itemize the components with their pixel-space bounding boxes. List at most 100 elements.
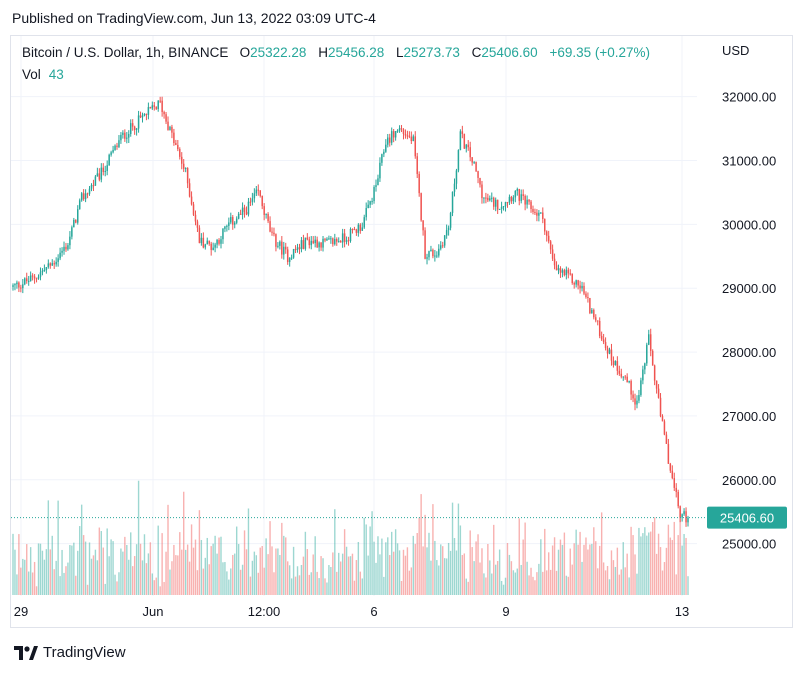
volume-bar (277, 548, 279, 595)
candle-body (663, 421, 666, 435)
volume-bar (636, 573, 638, 595)
candle-body (422, 220, 424, 231)
candle-body (306, 237, 309, 240)
candle-body (145, 113, 148, 115)
candle-body (518, 189, 520, 201)
volume-bar (322, 558, 324, 595)
volume-bar (77, 550, 79, 595)
volume-bar (288, 565, 291, 595)
volume-bar (171, 561, 173, 595)
time-axis: 29 Jun 12:00 6 9 13 (14, 604, 689, 619)
volume-bar (610, 550, 613, 595)
candle-body (65, 246, 67, 250)
candle-body (27, 281, 30, 283)
candle-body (646, 344, 648, 364)
candle-body (80, 193, 83, 201)
candle-body (577, 280, 579, 286)
candle-body (206, 240, 209, 245)
volume-bar (343, 529, 346, 595)
candle-body (673, 478, 676, 488)
candle-body (426, 257, 428, 259)
candle-body (432, 249, 434, 257)
volume-bar (389, 555, 391, 595)
candle-body (182, 163, 185, 169)
candle-body (438, 248, 440, 256)
volume-bar (671, 540, 674, 595)
volume-bar (194, 539, 197, 595)
candle-body (369, 201, 371, 205)
candle-body (667, 443, 670, 464)
volume-bar (71, 545, 73, 595)
volume-bar (283, 535, 285, 595)
candle-body (202, 237, 205, 248)
volume-bar (304, 531, 307, 595)
volume-bar (418, 517, 420, 595)
candle-body (542, 212, 544, 219)
volume-bar (408, 570, 411, 595)
candle-body (290, 257, 293, 259)
candle-body (567, 269, 570, 274)
candle-body (126, 137, 128, 139)
price-tick-label: 32000.00 (722, 90, 776, 105)
volume-bar (369, 526, 371, 595)
volume-bar (522, 539, 524, 595)
candle-body (436, 255, 438, 257)
volume-bar (253, 551, 256, 595)
volume-bar (269, 521, 271, 595)
candle-body (538, 212, 540, 216)
candle-body (491, 197, 493, 199)
volume-bar (196, 570, 199, 595)
candle-body (71, 227, 73, 237)
candle-body (477, 171, 479, 178)
volume-bar (498, 549, 501, 595)
volume-bar (481, 548, 483, 595)
candle-body (514, 190, 517, 198)
volume-bar (528, 575, 530, 595)
volume-bar (383, 576, 385, 595)
candle-body (408, 135, 411, 137)
volume-bar (363, 517, 365, 595)
candle-body (528, 199, 530, 202)
volume-bar (426, 547, 428, 595)
volume-bar (69, 545, 71, 595)
volume-bar (82, 535, 85, 595)
candle-body (300, 240, 303, 250)
candle-body (544, 218, 546, 232)
candle-body (288, 257, 291, 263)
candle-body (457, 150, 460, 171)
candle-body (118, 140, 120, 147)
candle-body (318, 242, 320, 248)
volume-bar (173, 544, 175, 595)
high-value: 25456.28 (327, 45, 385, 60)
volume-bar (651, 522, 654, 595)
volume-bar (165, 551, 167, 595)
volume-bar (606, 565, 609, 595)
volume-bar (122, 551, 124, 595)
candle-body (373, 187, 375, 202)
volume-bar (483, 573, 485, 595)
candle-body (96, 173, 99, 177)
volume-bar (667, 524, 670, 595)
candle-body (598, 320, 601, 336)
candle-body (606, 347, 609, 354)
time-tick-label: 12:00 (248, 604, 281, 619)
candle-body (175, 142, 177, 145)
volume-bar (445, 558, 448, 595)
tradingview-brand[interactable]: TradingView (14, 644, 126, 661)
volume-bar (86, 584, 89, 595)
candle-body (194, 214, 197, 222)
price-tick-label: 25000.00 (722, 537, 776, 552)
volume-bar (75, 575, 77, 595)
candle-body (151, 105, 154, 109)
volume-bar (341, 553, 344, 595)
candle-body (475, 162, 477, 172)
candle-body (277, 245, 279, 247)
candle-body (220, 239, 222, 244)
candle-body (642, 369, 644, 381)
volume-bar (94, 549, 97, 595)
candle-body (110, 152, 112, 155)
low-label: L (396, 45, 404, 60)
candle-body (591, 309, 593, 314)
volume-bar (553, 537, 556, 595)
